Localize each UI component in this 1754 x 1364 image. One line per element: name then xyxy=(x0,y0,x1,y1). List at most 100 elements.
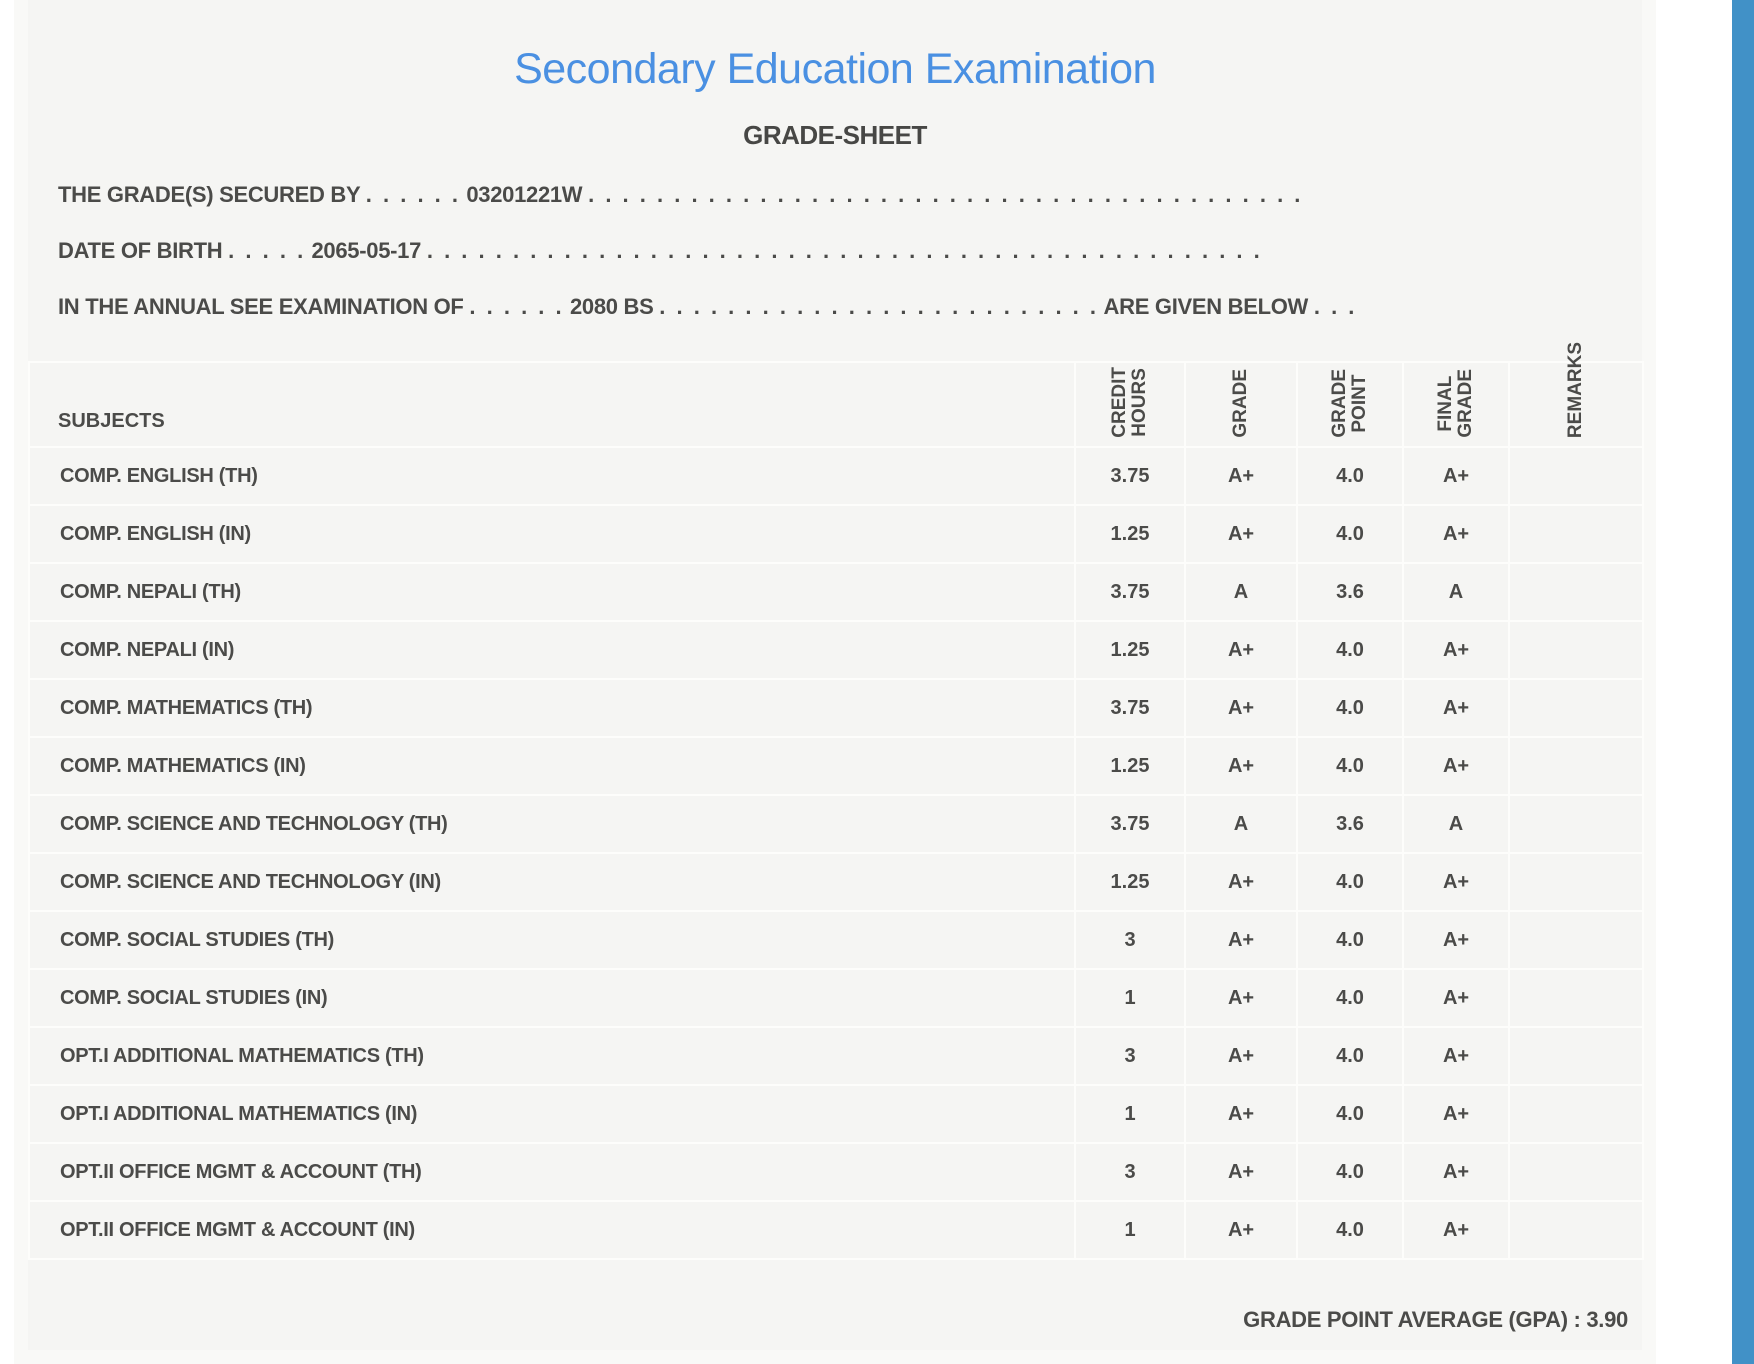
credit-hours-cell: 3 xyxy=(1074,910,1186,970)
credit-hours-cell: 3.75 xyxy=(1074,446,1186,506)
grade-point-cell: 4.0 xyxy=(1296,852,1404,912)
date-of-birth-label: DATE OF BIRTH xyxy=(58,238,223,263)
date-of-birth-value: 2065-05-17 xyxy=(311,238,422,263)
subject-cell: COMP. ENGLISH (IN) xyxy=(28,504,1076,564)
grade-cell: A xyxy=(1184,794,1298,854)
credit-hours-cell: 1.25 xyxy=(1074,736,1186,796)
credit-hours-cell: 3.75 xyxy=(1074,794,1186,854)
table-row: COMP. NEPALI (IN) 1.25 A+ 4.0 A+ xyxy=(28,620,1644,680)
grade-point-cell: 4.0 xyxy=(1296,968,1404,1028)
remarks-cell xyxy=(1508,794,1644,854)
remarks-cell xyxy=(1508,504,1644,564)
vertical-label-line: GRADE xyxy=(1455,369,1476,438)
grade-point-cell: 4.0 xyxy=(1296,1142,1404,1202)
final-grade-cell: A+ xyxy=(1402,910,1510,970)
date-of-birth-line: DATE OF BIRTH . . . . . 2065-05-17 . . .… xyxy=(28,236,1642,266)
grade-point-cell: 4.0 xyxy=(1296,620,1404,680)
grades-table: SUBJECTS CREDIT HOURS GRADE GRADE POINT xyxy=(28,342,1644,1260)
final-grade-cell: A+ xyxy=(1402,1026,1510,1086)
subject-cell: COMP. MATHEMATICS (TH) xyxy=(28,678,1076,738)
vertical-label-line: FINAL xyxy=(1435,375,1456,432)
subject-cell: OPT.I ADDITIONAL MATHEMATICS (IN) xyxy=(28,1084,1076,1144)
vertical-label-line: HOURS xyxy=(1129,368,1150,437)
remarks-cell xyxy=(1508,1084,1644,1144)
gpa-summary: GRADE POINT AVERAGE (GPA) : 3.90 xyxy=(28,1305,1642,1335)
subject-cell: COMP. SCIENCE AND TECHNOLOGY (IN) xyxy=(28,852,1076,912)
remarks-cell xyxy=(1508,678,1644,738)
subject-cell: COMP. NEPALI (IN) xyxy=(28,620,1076,680)
remarks-cell xyxy=(1508,910,1644,970)
grade-cell: A+ xyxy=(1184,1026,1298,1086)
remarks-cell xyxy=(1508,1026,1644,1086)
table-row: COMP. NEPALI (TH) 3.75 A 3.6 A xyxy=(28,562,1644,622)
grade-cell: A+ xyxy=(1184,910,1298,970)
dotted-fill: . . . . . . . . . . . . . . . . . . . . … xyxy=(588,182,1303,207)
subject-cell: COMP. SOCIAL STUDIES (IN) xyxy=(28,968,1076,1028)
table-row: COMP. SCIENCE AND TECHNOLOGY (IN) 1.25 A+ 4… xyxy=(28,852,1644,912)
grade-point-cell: 3.6 xyxy=(1296,562,1404,622)
remarks-cell xyxy=(1508,620,1644,680)
table-row: COMP. SOCIAL STUDIES (TH) 3 A+ 4.0 A+ xyxy=(28,910,1644,970)
grade-point-cell: 4.0 xyxy=(1296,736,1404,796)
final-grade-cell: A+ xyxy=(1402,1084,1510,1144)
credit-hours-cell: 3 xyxy=(1074,1142,1186,1202)
final-grade-cell: A+ xyxy=(1402,968,1510,1028)
scrollbar-thumb[interactable] xyxy=(1732,0,1754,1364)
final-grade-cell: A xyxy=(1402,562,1510,622)
table-row: OPT.II OFFICE MGMT & ACCOUNT (IN) 1 A+ 4.0 A… xyxy=(28,1200,1644,1260)
credit-hours-cell: 1.25 xyxy=(1074,852,1186,912)
grade-point-cell: 3.6 xyxy=(1296,794,1404,854)
remarks-vertical-label: REMARKS xyxy=(1565,341,1586,438)
are-given-below-label: ARE GIVEN BELOW xyxy=(1103,294,1309,319)
sheet-subtitle: GRADE-SHEET xyxy=(743,120,927,150)
subject-cell: OPT.II OFFICE MGMT & ACCOUNT (TH) xyxy=(28,1142,1076,1202)
dotted-fill: . . . . . . xyxy=(469,294,565,319)
credit-hours-cell: 1.25 xyxy=(1074,620,1186,680)
dotted-fill: . . . xyxy=(1313,294,1357,319)
final-grade-cell: A+ xyxy=(1402,678,1510,738)
credit-hours-cell: 3.75 xyxy=(1074,678,1186,738)
final-grade-cell: A+ xyxy=(1402,620,1510,680)
remarks-cell xyxy=(1508,736,1644,796)
subject-cell: COMP. MATHEMATICS (IN) xyxy=(28,736,1076,796)
final-grade-cell: A+ xyxy=(1402,446,1510,506)
remarks-cell xyxy=(1508,1200,1644,1260)
vertical-label-line: CREDIT xyxy=(1109,367,1130,438)
credit-hours-cell: 3.75 xyxy=(1074,562,1186,622)
subject-cell: COMP. ENGLISH (TH) xyxy=(28,446,1076,506)
dotted-fill: . . . . . . xyxy=(365,182,461,207)
grades-secured-line: THE GRADE(S) SECURED BY . . . . . . 0320… xyxy=(28,180,1642,210)
remarks-cell xyxy=(1508,968,1644,1028)
final-grade-cell: A+ xyxy=(1402,504,1510,564)
grade-cell: A+ xyxy=(1184,1084,1298,1144)
grade-column-header: GRADE xyxy=(1184,361,1298,448)
grade-cell: A xyxy=(1184,562,1298,622)
final-grade-column-header: FINAL GRADE xyxy=(1402,361,1510,448)
grade-cell: A+ xyxy=(1184,446,1298,506)
credit-hours-cell: 1 xyxy=(1074,1084,1186,1144)
final-grade-vertical-label: FINAL GRADE xyxy=(1435,369,1476,438)
grade-sheet-panel: Secondary Education Examination GRADE-SH… xyxy=(14,0,1656,1364)
grade-cell: A+ xyxy=(1184,620,1298,680)
dotted-fill: . . . . . xyxy=(228,238,306,263)
table-row: OPT.I ADDITIONAL MATHEMATICS (TH) 3 A+ 4.0 A… xyxy=(28,1026,1644,1086)
vertical-label-line: GRADE xyxy=(1230,369,1251,438)
credit-hours-column-header: CREDIT HOURS xyxy=(1074,361,1186,448)
grade-cell: A+ xyxy=(1184,1200,1298,1260)
remarks-cell xyxy=(1508,1142,1644,1202)
grade-cell: A+ xyxy=(1184,504,1298,564)
credit-hours-cell: 1 xyxy=(1074,968,1186,1028)
examination-year-line: IN THE ANNUAL SEE EXAMINATION OF . . . .… xyxy=(28,292,1642,322)
subject-cell: COMP. NEPALI (TH) xyxy=(28,562,1076,622)
grade-point-column-header: GRADE POINT xyxy=(1296,361,1404,448)
final-grade-cell: A+ xyxy=(1402,852,1510,912)
vertical-label-line: GRADE xyxy=(1329,369,1350,438)
table-row: OPT.I ADDITIONAL MATHEMATICS (IN) 1 A+ 4.0 A… xyxy=(28,1084,1644,1144)
credit-hours-vertical-label: CREDIT HOURS xyxy=(1109,367,1150,438)
subject-cell: OPT.I ADDITIONAL MATHEMATICS (TH) xyxy=(28,1026,1076,1086)
gpa-label: GRADE POINT AVERAGE (GPA) : xyxy=(1243,1307,1581,1332)
grade-point-cell: 4.0 xyxy=(1296,910,1404,970)
grade-point-cell: 4.0 xyxy=(1296,678,1404,738)
grade-cell: A+ xyxy=(1184,852,1298,912)
vertical-label-line: REMARKS xyxy=(1565,341,1586,438)
